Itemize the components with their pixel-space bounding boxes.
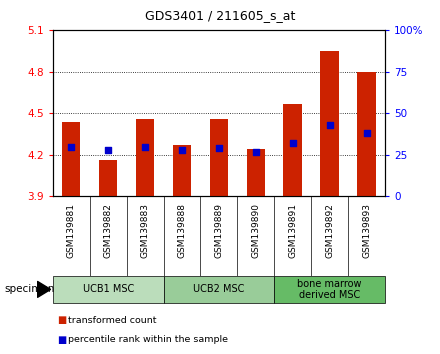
Text: GSM139883: GSM139883 [140, 203, 150, 258]
Point [363, 130, 370, 136]
Bar [136, 119, 154, 196]
Text: bone marrow
derived MSC: bone marrow derived MSC [297, 279, 362, 300]
Text: GSM139890: GSM139890 [251, 203, 260, 258]
Point [68, 144, 75, 149]
Text: GSM139881: GSM139881 [67, 203, 76, 258]
Bar [274, 276, 385, 303]
Text: UCB1 MSC: UCB1 MSC [83, 284, 134, 295]
Text: UCB2 MSC: UCB2 MSC [193, 284, 245, 295]
Bar [210, 119, 228, 196]
Text: ■: ■ [57, 335, 66, 345]
Text: percentile rank within the sample: percentile rank within the sample [68, 335, 228, 344]
Bar [99, 160, 117, 196]
Bar [283, 104, 302, 196]
Text: transformed count: transformed count [68, 316, 157, 325]
Text: GSM139892: GSM139892 [325, 203, 334, 258]
Point [105, 147, 112, 153]
Polygon shape [37, 281, 51, 297]
Text: GSM139882: GSM139882 [104, 203, 113, 258]
Point [289, 141, 296, 146]
Point [252, 149, 259, 154]
Point [326, 122, 333, 128]
Bar [62, 121, 81, 196]
Text: GDS3401 / 211605_s_at: GDS3401 / 211605_s_at [145, 9, 295, 22]
Bar [164, 276, 274, 303]
Point [179, 147, 186, 153]
Bar [173, 145, 191, 196]
Text: specimen: specimen [4, 284, 55, 295]
Bar [246, 149, 265, 196]
Bar [53, 276, 164, 303]
Point [142, 144, 149, 149]
Text: ■: ■ [57, 315, 66, 325]
Text: GSM139889: GSM139889 [214, 203, 224, 258]
Text: GSM139893: GSM139893 [362, 203, 371, 258]
Point [216, 145, 223, 151]
Text: GSM139888: GSM139888 [177, 203, 187, 258]
Text: GSM139891: GSM139891 [288, 203, 297, 258]
Bar [357, 72, 376, 196]
Bar [320, 51, 339, 196]
